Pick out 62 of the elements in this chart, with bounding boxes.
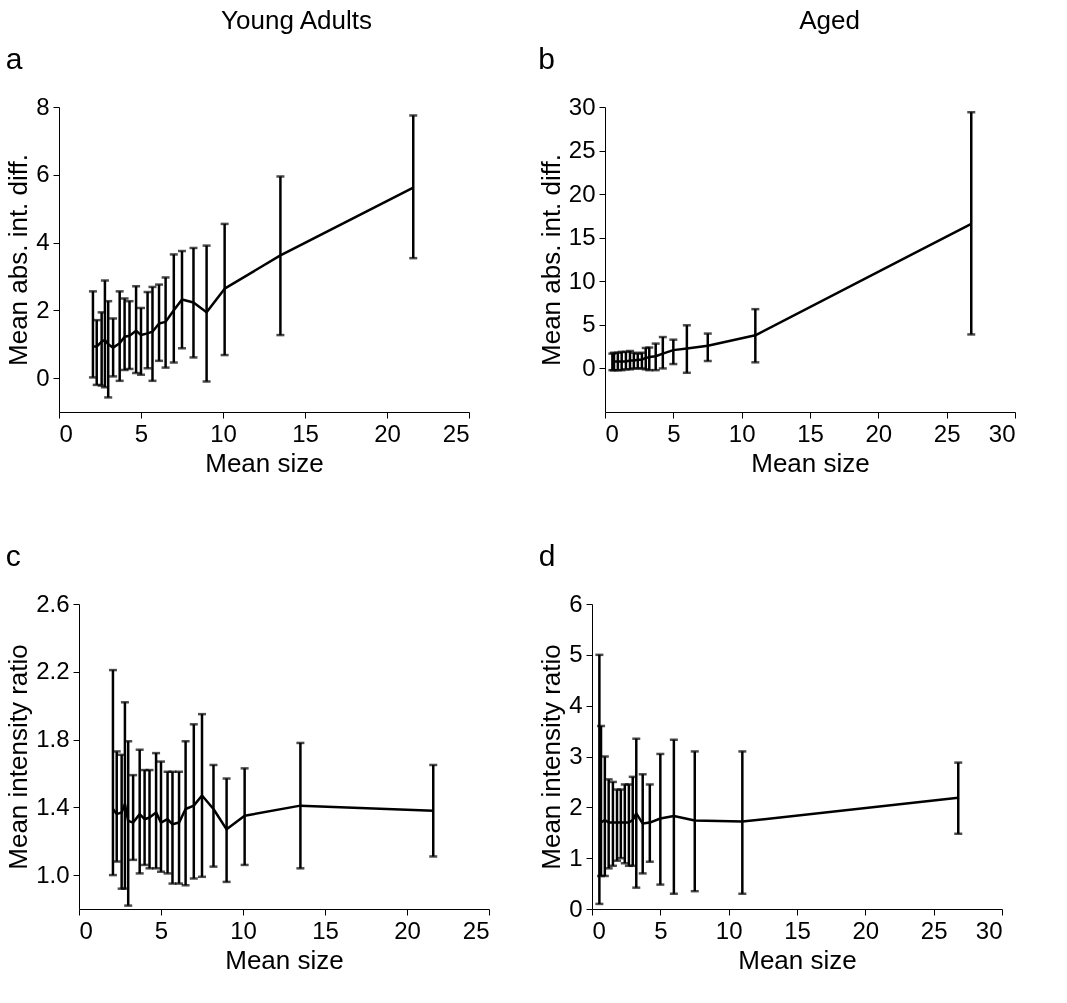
chart-title: a [5,42,23,75]
x-axis-title: Mean size [225,944,344,975]
y-axis-title: Mean abs. int. diff. [535,154,566,366]
y-tick-label: 2.6 [36,589,70,617]
x-tick-label: 20 [852,916,880,944]
x-tick-label: 25 [933,419,961,447]
x-tick-label: 25 [920,916,948,944]
x-axis-title: Mean size [751,447,870,478]
y-tick-label: 0 [36,363,50,391]
x-tick-label: 20 [374,419,401,447]
chart-title: d [538,539,556,572]
x-tick-label: 10 [210,419,237,447]
x-tick-label: 30 [975,916,1003,944]
x-tick-label: 30 [988,419,1016,447]
y-tick-label: 1.0 [36,860,70,888]
x-tick-label: 15 [797,419,824,447]
x-tick-label: 5 [154,916,169,944]
y-tick-label: 3 [569,742,583,769]
y-tick-label: 2 [569,792,583,820]
y-tick-label: 5 [569,640,583,668]
x-tick-label: 20 [865,419,893,447]
x-tick-label: 20 [394,916,421,944]
y-tick-label: 6 [569,589,583,617]
x-tick-label: 5 [134,419,149,447]
y-tick-label: 15 [568,223,596,251]
x-tick-label: 25 [442,419,470,447]
x-tick-label: 10 [728,419,756,447]
y-tick-label: 1.8 [36,725,70,753]
x-tick-label: 0 [605,419,619,447]
chart-title: b [538,42,555,75]
text: Young Adults [220,4,373,37]
y-tick-label: 20 [568,179,596,207]
y-tick-label: 5 [582,310,596,338]
y-tick-label: 25 [568,136,596,164]
x-tick-label: 5 [667,419,681,447]
chart-title: c [5,539,21,572]
x-tick-label: 5 [654,916,668,944]
y-tick-label: 30 [568,92,596,120]
y-tick-label: 6 [36,160,50,188]
y-tick-label: 1 [569,843,583,871]
x-axis-title: Mean size [205,447,324,478]
x-tick-label: 15 [784,916,811,944]
y-axis-title: Mean intensity ratio [536,644,567,870]
x-axis-title: Mean size [738,944,857,975]
x-tick-label: 15 [312,916,339,944]
y-tick-label: 0 [569,894,583,922]
y-tick-label: 0 [582,353,596,381]
y-tick-label: 2.2 [36,657,70,685]
y-axis-title: Mean abs. int. diff. [3,154,34,366]
y-tick-label: 8 [36,92,50,120]
x-tick-label: 10 [715,916,743,944]
y-tick-label: 10 [568,266,596,294]
x-tick-label: 15 [292,419,319,447]
text: Aged [798,4,861,37]
x-tick-label: 10 [230,916,257,944]
y-axis-title: Mean intensity ratio [3,644,34,870]
y-tick-label: 2 [36,295,50,323]
y-tick-label: 4 [36,228,50,256]
x-tick-label: 25 [462,916,490,944]
y-tick-label: 1.4 [36,792,70,820]
y-tick-label: 4 [569,691,583,719]
x-tick-label: 0 [79,916,93,944]
